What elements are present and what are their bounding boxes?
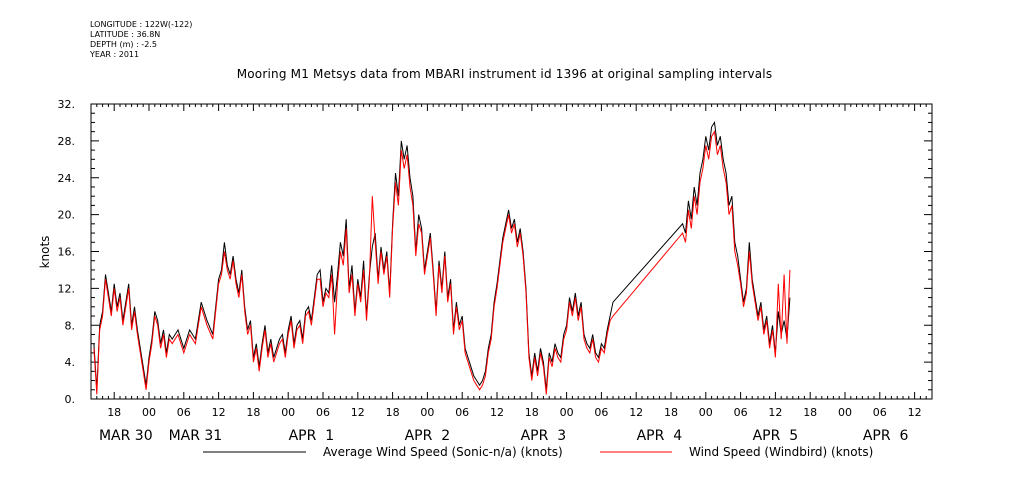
x-day-label: APR 3 <box>521 428 567 444</box>
x-tick-label: 18 <box>664 406 678 419</box>
legend-label: Wind Speed (Windbird) (knots) <box>689 445 873 459</box>
plot-frame <box>90 103 933 400</box>
legend: Average Wind Speed (Sonic-n/a) (knots) Wi… <box>203 445 873 459</box>
x-tick-label: 00 <box>281 406 295 419</box>
depth-text: DEPTH (m) : -2.5 <box>90 40 157 49</box>
x-tick-label: 00 <box>420 406 434 419</box>
y-tick-label: 20. <box>58 209 76 222</box>
x-tick-label: 18 <box>386 406 400 419</box>
year-text: YEAR : 2011 <box>90 50 140 59</box>
x-tick-label: 06 <box>455 406 469 419</box>
chart-title: Mooring M1 Metsys data from MBARI instru… <box>236 67 773 81</box>
x-tick-label: 12 <box>768 406 782 419</box>
metadata-block: LONGITUDE : 122W(-122) LATITUDE : 36.8N … <box>90 20 192 60</box>
series-lines <box>93 120 791 395</box>
x-tick-label: 00 <box>142 406 156 419</box>
series-average-wind-speed <box>93 120 791 390</box>
tick-marks <box>90 103 933 400</box>
x-tick-label: 00 <box>838 406 852 419</box>
x-tick-label: 18 <box>525 406 539 419</box>
x-day-label: APR 5 <box>753 428 799 444</box>
y-tick-label: 28. <box>58 135 76 148</box>
x-day-label: APR 6 <box>863 428 909 444</box>
series-windbird-wind-speed <box>93 130 791 395</box>
x-tick-label: 12 <box>351 406 365 419</box>
y-tick-label: 4. <box>65 356 76 369</box>
x-tick-label: 18 <box>246 406 260 419</box>
x-tick-label: 18 <box>107 406 121 419</box>
y-axis-label: knots <box>38 236 52 269</box>
x-day-label: MAR 30 <box>99 428 153 444</box>
latitude-text: LATITUDE : 36.8N <box>90 30 161 39</box>
y-tick-label: 8. <box>65 319 76 332</box>
x-tick-label: 12 <box>212 406 226 419</box>
y-tick-label: 16. <box>58 246 76 259</box>
x-tick-label: 06 <box>873 406 887 419</box>
x-tick-label: 12 <box>629 406 643 419</box>
x-day-label: APR 1 <box>289 428 335 444</box>
x-tick-label: 00 <box>560 406 574 419</box>
x-tick-label: 12 <box>908 406 922 419</box>
x-tick-label: 06 <box>177 406 191 419</box>
x-day-label: MAR 31 <box>169 428 223 444</box>
x-day-label: APR 2 <box>405 428 451 444</box>
x-day-label: APR 4 <box>637 428 683 444</box>
y-tick-label: 0. <box>65 393 76 406</box>
y-tick-label: 32. <box>58 98 76 111</box>
x-tick-label: 06 <box>594 406 608 419</box>
x-tick-label: 06 <box>316 406 330 419</box>
y-tick-label: 12. <box>58 282 76 295</box>
y-tick-label: 24. <box>58 172 76 185</box>
longitude-text: LONGITUDE : 122W(-122) <box>90 20 193 29</box>
x-tick-label: 12 <box>490 406 504 419</box>
legend-label: Average Wind Speed (Sonic-n/a) (knots) <box>323 445 563 459</box>
axis-labels: 18 00 06 12 18 00 06 12 18 00 06 12 18 00 06 12 18 00 06 12… <box>58 98 922 444</box>
x-tick-label: 18 <box>803 406 817 419</box>
x-tick-label: 06 <box>734 406 748 419</box>
x-tick-label: 00 <box>699 406 713 419</box>
